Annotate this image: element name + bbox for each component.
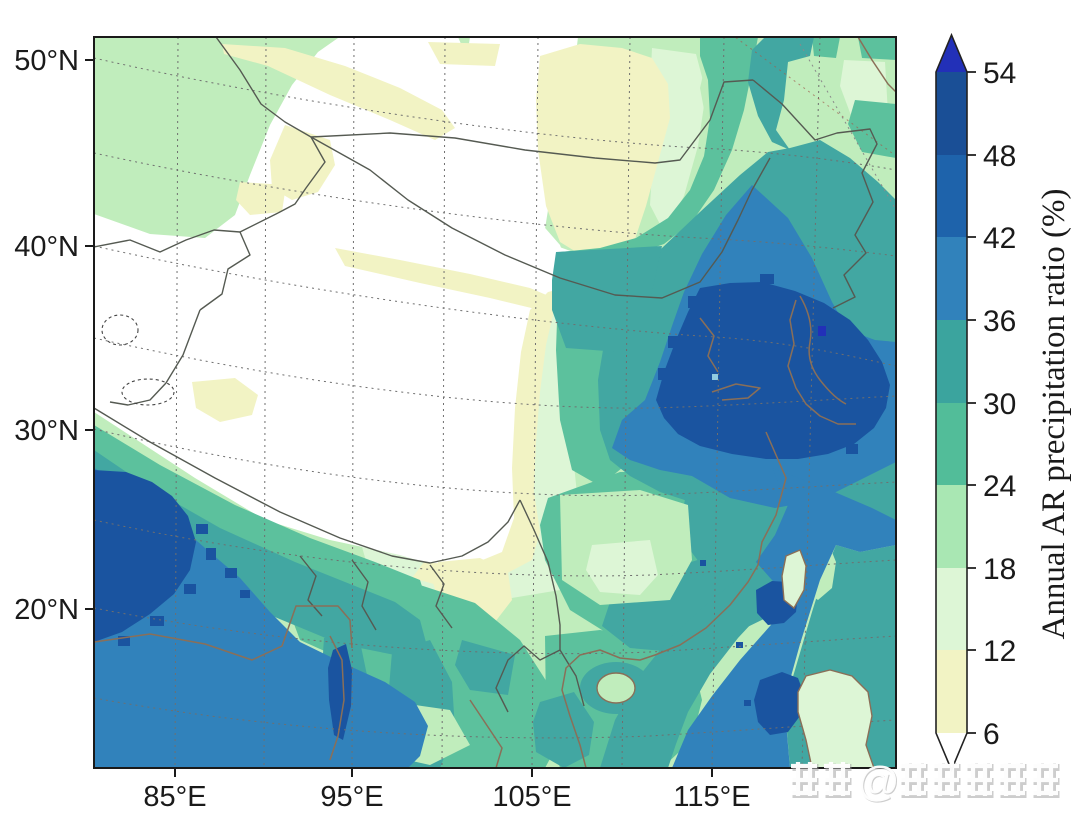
svg-text:95°E: 95°E: [320, 781, 383, 813]
svg-text:105°E: 105°E: [492, 781, 571, 813]
svg-text:@: @: [858, 759, 901, 806]
svg-text:115°E: 115°E: [673, 781, 750, 813]
svg-text:6: 6: [983, 718, 1000, 751]
svg-text:42: 42: [983, 222, 1016, 255]
svg-text:48: 48: [983, 140, 1016, 173]
svg-text:40°N: 40°N: [14, 231, 79, 263]
svg-text:@: @: [857, 758, 900, 805]
svg-text:50°N: 50°N: [14, 45, 79, 77]
svg-text:18: 18: [983, 553, 1016, 586]
svg-text:54: 54: [983, 57, 1016, 90]
svg-text:36: 36: [983, 305, 1016, 338]
svg-text:85°E: 85°E: [143, 781, 206, 813]
svg-text:Annual AR precipitation ratio: Annual AR precipitation ratio (%): [1036, 189, 1072, 640]
svg-text:12: 12: [983, 635, 1016, 668]
svg-text:30°N: 30°N: [14, 415, 79, 447]
svg-text:20°N: 20°N: [14, 594, 79, 626]
svg-text:30: 30: [983, 388, 1016, 421]
svg-text:24: 24: [983, 470, 1016, 503]
